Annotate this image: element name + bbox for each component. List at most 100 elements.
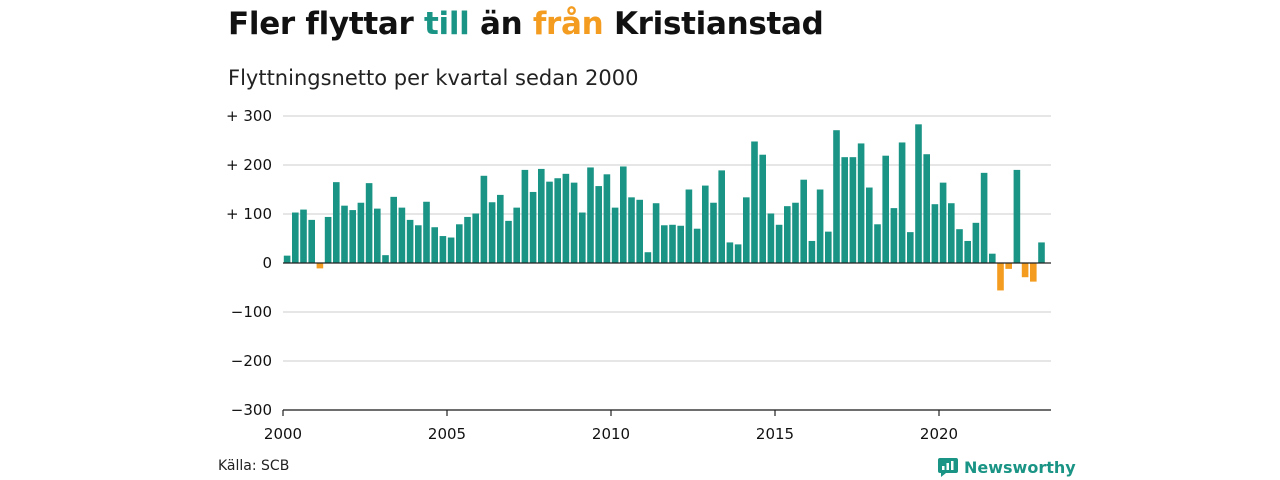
bar	[431, 227, 438, 263]
title-part-place: Kristianstad	[613, 6, 824, 42]
y-tick-label: 0	[262, 254, 272, 272]
bar	[1038, 242, 1045, 263]
bar	[718, 170, 725, 263]
chart-title: Fler flyttar till än från Kristianstad	[228, 6, 824, 42]
bar	[816, 189, 824, 263]
y-tick-label: + 300	[226, 107, 272, 125]
bar	[693, 228, 701, 263]
bar	[874, 224, 881, 263]
bar	[784, 206, 791, 263]
bars	[283, 124, 1045, 291]
bar	[1013, 169, 1021, 263]
bar	[980, 172, 988, 263]
bar	[283, 255, 291, 263]
y-tick-label: + 200	[226, 156, 272, 174]
brand-logo[interactable]: Newsworthy	[937, 456, 1076, 478]
bar	[357, 202, 365, 263]
title-part-out: från	[532, 6, 604, 42]
bar	[505, 220, 512, 263]
bar	[775, 224, 783, 263]
title-part-lead: Fler flyttar	[228, 6, 414, 42]
bar	[538, 168, 545, 263]
bar	[554, 178, 561, 263]
bar	[792, 202, 799, 263]
bar	[620, 166, 627, 263]
bar	[898, 142, 906, 263]
y-tick-label: −100	[231, 303, 272, 321]
bar	[644, 252, 652, 263]
bar	[464, 216, 471, 263]
bar	[989, 253, 996, 263]
bar	[939, 182, 947, 263]
bar	[382, 255, 389, 263]
bar	[677, 225, 684, 263]
y-axis: + 300 + 200 + 100 0 −100 −200 −300	[226, 107, 272, 419]
bar	[472, 213, 479, 263]
bar	[513, 207, 520, 263]
chart-subtitle: Flyttningsnetto per kvartal sedan 2000	[228, 66, 639, 90]
bar	[997, 263, 1004, 291]
bar	[849, 157, 857, 263]
bar	[800, 179, 807, 263]
x-tick-label: 2010	[592, 425, 630, 443]
bar	[972, 222, 980, 263]
source-note: Källa: SCB	[218, 458, 290, 474]
bar	[1005, 263, 1012, 269]
bar	[333, 182, 340, 263]
y-tick-label: −200	[231, 352, 272, 370]
bar	[579, 212, 586, 263]
bar	[546, 181, 553, 263]
bar	[628, 197, 635, 263]
bar	[415, 225, 422, 263]
title-part-than: än	[479, 6, 523, 42]
bar	[669, 224, 676, 263]
bar	[743, 197, 750, 263]
bar	[603, 174, 611, 263]
bar	[562, 173, 570, 263]
bar	[611, 207, 619, 263]
bar	[948, 203, 955, 263]
bar	[882, 155, 889, 263]
bar	[964, 240, 971, 263]
bar	[308, 219, 315, 263]
bar	[595, 186, 602, 263]
x-tick-label: 2005	[428, 425, 466, 443]
title-part-in: till	[423, 6, 470, 42]
bar	[931, 204, 939, 263]
bar	[292, 212, 299, 263]
bar	[316, 263, 324, 269]
bar	[341, 205, 348, 263]
bar	[661, 225, 668, 263]
bar	[915, 124, 922, 263]
bar	[907, 232, 914, 263]
bar	[488, 202, 496, 263]
bar	[365, 183, 373, 263]
bar	[890, 208, 898, 263]
bar	[521, 169, 529, 263]
bar	[685, 189, 693, 263]
bar	[398, 207, 406, 263]
bar	[480, 175, 488, 263]
bar	[636, 199, 643, 263]
bar	[439, 236, 447, 263]
x-axis: 2000 2005 2010 2015 2020	[264, 409, 1051, 443]
y-tick-label: + 100	[226, 205, 272, 223]
bar	[497, 194, 504, 263]
bar	[726, 242, 734, 263]
y-tick-label: −300	[231, 401, 272, 419]
bar	[734, 244, 742, 263]
bar	[702, 185, 709, 263]
x-tick-label: 2000	[264, 425, 302, 443]
bar	[406, 219, 414, 263]
bar	[324, 216, 332, 263]
bar	[841, 157, 848, 263]
bar	[456, 224, 463, 263]
bar	[751, 141, 758, 263]
bar	[825, 231, 832, 263]
bar	[390, 196, 397, 263]
bar	[374, 208, 381, 263]
bar	[956, 229, 963, 263]
bar	[923, 154, 930, 263]
bar	[857, 143, 865, 263]
